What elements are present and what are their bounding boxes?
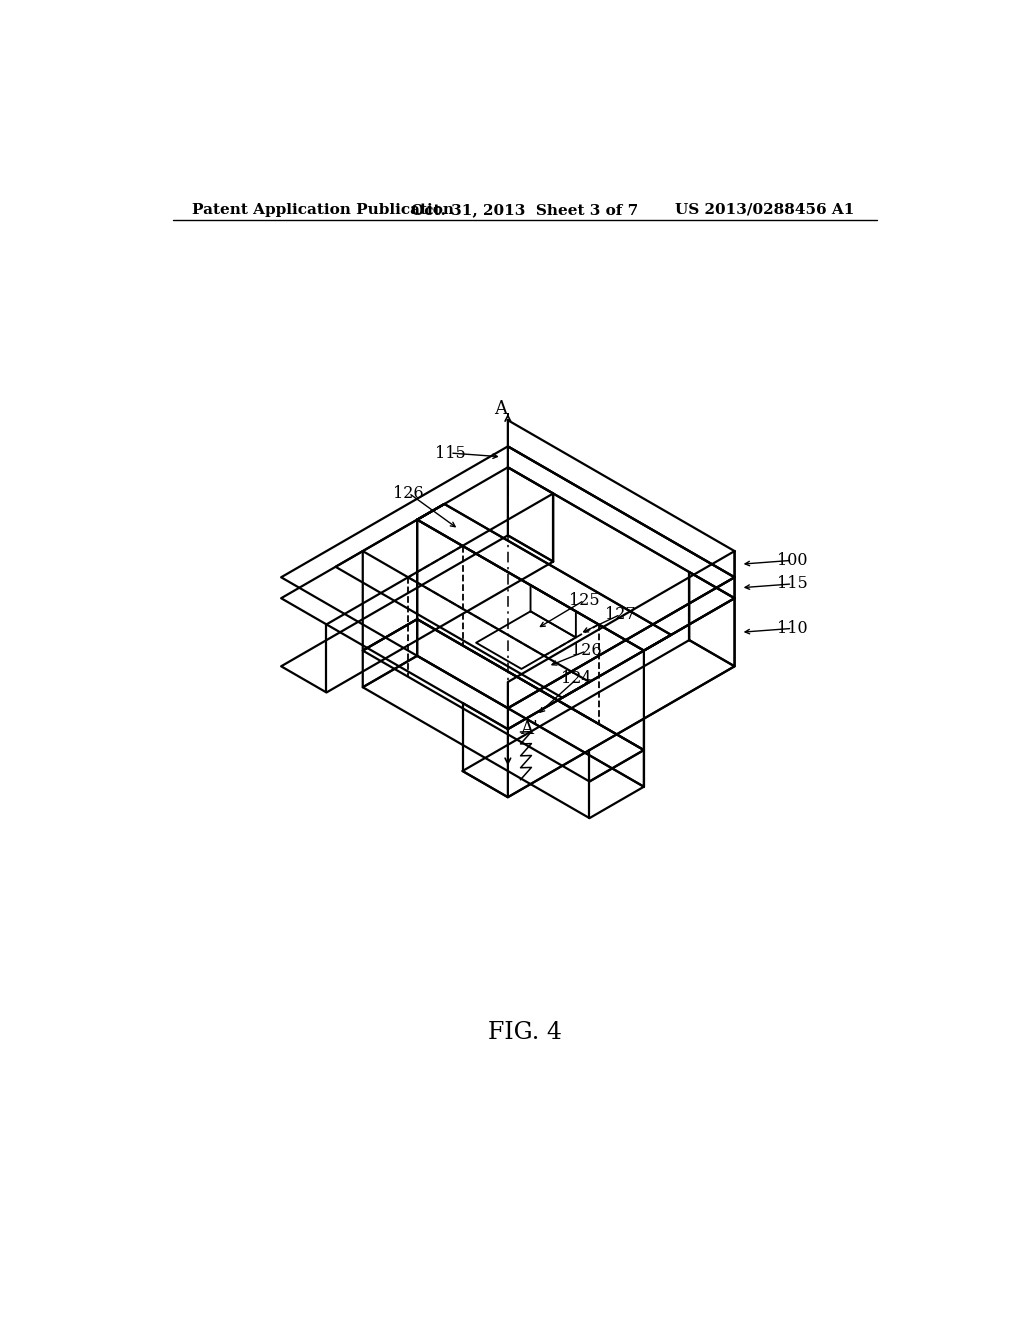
Text: 115: 115 <box>435 445 466 462</box>
Text: 126: 126 <box>571 643 602 660</box>
Text: 115: 115 <box>777 576 808 593</box>
Text: 127: 127 <box>605 606 636 623</box>
Text: 125: 125 <box>569 591 600 609</box>
Text: 124: 124 <box>561 671 592 688</box>
Text: US 2013/0288456 A1: US 2013/0288456 A1 <box>675 203 854 216</box>
Text: Oct. 31, 2013  Sheet 3 of 7: Oct. 31, 2013 Sheet 3 of 7 <box>412 203 638 216</box>
Text: 126: 126 <box>393 484 424 502</box>
Text: 100: 100 <box>777 552 808 569</box>
Text: A: A <box>494 400 507 417</box>
Text: Patent Application Publication: Patent Application Publication <box>193 203 455 216</box>
Text: 110: 110 <box>777 620 808 638</box>
Text: A': A' <box>520 719 539 738</box>
Text: FIG. 4: FIG. 4 <box>487 1020 562 1044</box>
